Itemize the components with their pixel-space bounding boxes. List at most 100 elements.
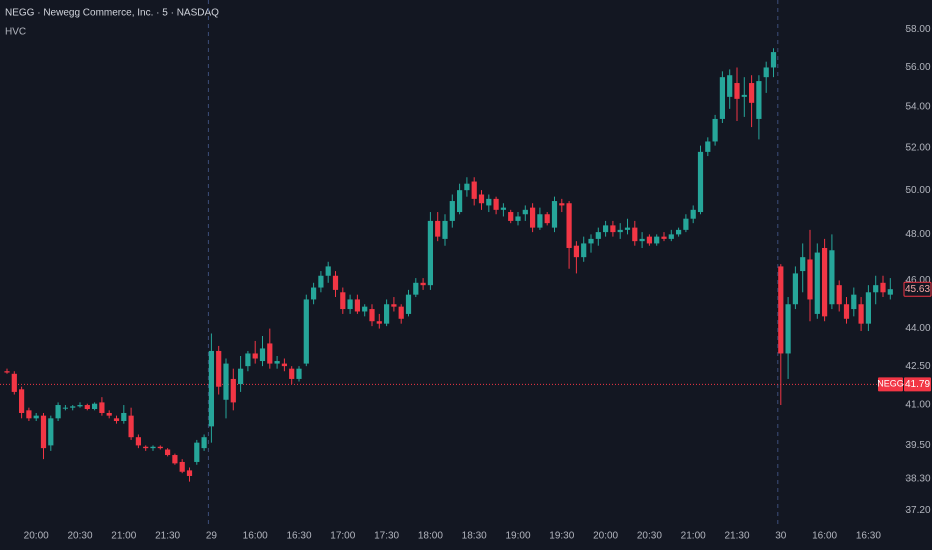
candle-body [508, 212, 514, 221]
candle-body [858, 304, 864, 324]
candle-body [449, 201, 455, 221]
candle-body [121, 412, 127, 421]
candle-body [172, 455, 178, 464]
candle-body [332, 275, 339, 290]
candle-body [179, 461, 185, 472]
candle-body [807, 259, 813, 300]
candle-body [435, 220, 441, 237]
candle-body [223, 363, 229, 400]
candle-body [515, 216, 521, 221]
candle-body [369, 309, 375, 322]
candle-body [566, 203, 572, 248]
x-tick-label: 21:00 [111, 531, 136, 542]
candle-body [186, 470, 193, 476]
x-tick-label: 16:30 [856, 531, 881, 542]
candle-body [727, 75, 733, 97]
candle-body [99, 402, 105, 413]
candle-body [822, 247, 828, 317]
x-tick-label: 19:00 [505, 531, 530, 542]
candle-body [398, 306, 404, 319]
candle-body [668, 234, 674, 239]
candle-body [62, 407, 68, 409]
candle-body [245, 353, 251, 367]
candle-body [150, 446, 156, 449]
candle-body [442, 220, 448, 239]
x-tick-label: 20:00 [593, 531, 618, 542]
candle-body [48, 418, 54, 446]
candle-body [500, 207, 506, 210]
candle-body [19, 389, 25, 413]
candle-body [544, 214, 550, 224]
candle-body [486, 198, 492, 206]
candle-body [719, 77, 725, 119]
candle-body [230, 378, 236, 403]
candle-body [384, 304, 390, 324]
candle-body [376, 321, 382, 324]
candle-body [40, 415, 47, 449]
candle-body [785, 304, 791, 354]
y-tick-label: 46.00 [905, 275, 930, 286]
x-tick-label: 18:30 [462, 531, 487, 542]
candle-body [311, 287, 317, 300]
candle-body [880, 282, 886, 293]
candle-body [588, 238, 594, 244]
y-tick-label: 50.00 [905, 185, 930, 196]
candle-body [238, 368, 244, 385]
candle-body [697, 151, 704, 213]
candle-body [654, 236, 660, 244]
candle-body [836, 285, 842, 305]
candle-body [646, 236, 652, 244]
candle-body [362, 306, 368, 312]
candle-body [792, 273, 798, 305]
candle-body [106, 412, 112, 416]
candle-body [289, 368, 295, 379]
candle-body [829, 250, 835, 305]
candle-body [157, 446, 163, 449]
candle-body [705, 141, 711, 152]
last-price-box [903, 281, 932, 297]
candle-body [11, 373, 17, 392]
candle-body [559, 203, 565, 206]
candle-body [340, 292, 346, 310]
candle-body [749, 83, 755, 103]
candle-body [632, 227, 638, 242]
candle-body [851, 294, 857, 310]
candle-body [201, 437, 207, 449]
candle-body [413, 282, 419, 295]
candle-body [471, 181, 477, 199]
last-price-label: 45.63 [905, 284, 930, 295]
candle-body [84, 405, 90, 410]
x-tick-label: 20:00 [24, 531, 49, 542]
candle-body [354, 299, 360, 312]
x-tick-label: 16:30 [286, 531, 311, 542]
x-tick-label: 16:00 [812, 531, 837, 542]
y-tick-label: 44.00 [905, 323, 930, 334]
candle-body [887, 289, 893, 295]
candle-body [208, 350, 214, 427]
price-line-value-box [904, 377, 931, 392]
candle-body [800, 257, 806, 272]
x-tick-label: 18:00 [418, 531, 443, 542]
candle-body [347, 299, 353, 310]
y-tick-label: 58.00 [905, 24, 930, 35]
candle-body [581, 243, 587, 258]
price-line-name-box [878, 377, 903, 392]
candle-body [676, 229, 682, 235]
candle-body [165, 449, 171, 456]
candle-body [113, 418, 120, 421]
candle-body [661, 236, 667, 239]
x-tick-label: 17:30 [374, 531, 399, 542]
candle-body [624, 227, 631, 230]
candle-body [55, 405, 61, 419]
candle-body [274, 361, 280, 364]
candle-body [92, 403, 98, 410]
candle-body [427, 220, 433, 286]
candle-body [296, 368, 302, 379]
candle-body [4, 371, 10, 373]
candle-body [143, 446, 149, 449]
x-tick-label: 30 [775, 531, 787, 542]
candle-body [303, 299, 309, 364]
candle-body [457, 190, 463, 213]
